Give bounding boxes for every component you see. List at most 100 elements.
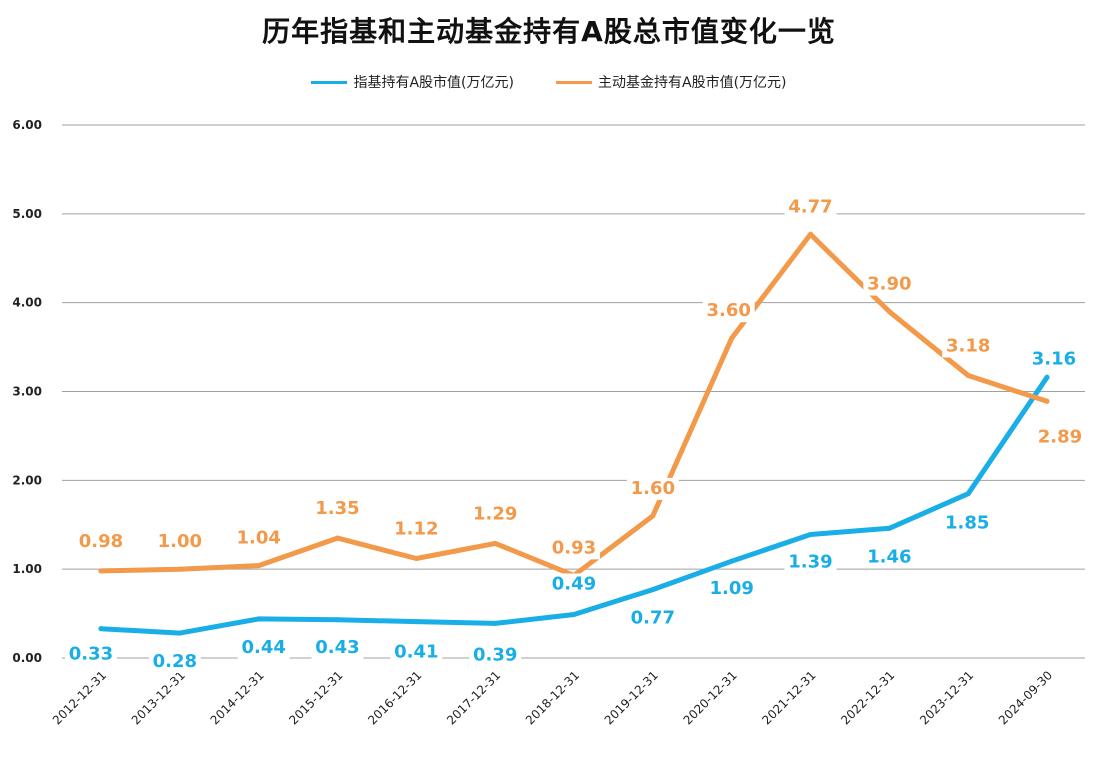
data-label: 0.39 [473, 644, 517, 665]
data-point [650, 587, 656, 593]
y-tick-label: 1.00 [12, 562, 42, 576]
x-tick-label: 2022-12-31 [838, 668, 897, 727]
data-point [492, 540, 498, 546]
data-label: 0.77 [631, 608, 675, 629]
legend-swatch-index [311, 80, 348, 84]
data-label: 1.46 [867, 546, 911, 567]
data-label: 1.29 [473, 503, 517, 524]
data-label-bg [1028, 348, 1080, 371]
data-label-bg [548, 537, 600, 560]
data-label: 1.39 [788, 552, 832, 573]
data-label-bg [784, 196, 837, 219]
legend: 指基持有A股市值(万亿元) 主动基金持有A股市值(万亿元) [0, 72, 1098, 92]
x-tick-label: 2015-12-31 [286, 668, 345, 727]
grid-lines [62, 124, 1085, 659]
y-tick-label: 5.00 [12, 207, 42, 221]
x-tick-label: 2024-09-30 [996, 668, 1055, 727]
data-label-bg [469, 503, 522, 526]
x-tick-label: 2023-12-31 [917, 668, 976, 727]
data-label-bg [469, 644, 522, 667]
data-point [808, 532, 813, 538]
x-tick-label: 2012-12-31 [50, 668, 109, 727]
x-tick-label: 2014-12-31 [208, 668, 267, 727]
y-tick-label: 0.00 [12, 651, 42, 665]
data-label: 3.16 [1032, 348, 1076, 369]
data-label-bg [1034, 426, 1086, 449]
data-label-bg [390, 518, 443, 541]
data-point [256, 563, 262, 569]
data-label-bg [942, 335, 995, 358]
legend-label-index: 指基持有A股市值(万亿元) [353, 75, 514, 91]
data-label: 0.93 [552, 537, 596, 558]
legend-item-index: 指基持有A股市值(万亿元) [311, 72, 514, 92]
data-label-bg [237, 636, 290, 659]
data-label: 0.41 [394, 642, 438, 663]
data-point [965, 373, 971, 379]
data-point [729, 558, 735, 564]
data-label: 1.85 [945, 513, 989, 534]
x-tick-label: 2019-12-31 [602, 668, 661, 727]
data-label: 1.12 [394, 519, 438, 540]
data-label-bg [863, 273, 916, 296]
data-point [886, 309, 892, 315]
data-label-bg [626, 607, 679, 630]
data-label: 0.43 [315, 637, 359, 658]
data-point [256, 616, 262, 622]
data-label: 3.18 [946, 336, 990, 357]
data-label: 0.33 [69, 644, 113, 665]
data-point [413, 619, 419, 625]
data-point [335, 535, 340, 541]
x-tick-label: 2016-12-31 [365, 668, 424, 727]
data-label-bg [702, 300, 755, 323]
legend-item-active: 主动基金持有A股市值(万亿元) [556, 72, 787, 92]
data-label: 3.90 [867, 274, 911, 295]
data-point [650, 513, 656, 519]
data-point [98, 568, 104, 574]
data-point [413, 556, 419, 562]
data-point [177, 566, 183, 572]
data-point [1044, 374, 1050, 380]
chart-title: 历年指基和主动基金持有A股总市值变化一览 [262, 15, 836, 48]
legend-swatch-active [556, 80, 592, 84]
data-point [886, 525, 892, 531]
data-point [1044, 398, 1050, 404]
data-label-bg [311, 636, 364, 659]
data-label-bg [863, 546, 916, 569]
data-label: 1.04 [236, 528, 280, 549]
x-tick-label: 2020-12-31 [681, 668, 740, 727]
data-label-bg [311, 498, 364, 521]
x-tick-label: 2021-12-31 [759, 668, 818, 727]
data-point [335, 617, 340, 623]
data-label-bg [626, 477, 679, 500]
data-label: 1.09 [709, 578, 753, 599]
data-label-bg [705, 578, 758, 601]
data-label: 0.49 [552, 573, 596, 594]
data-label: 0.44 [241, 637, 285, 658]
data-label-bg [784, 551, 837, 574]
legend-label-active: 主动基金持有A股市值(万亿元) [598, 75, 787, 91]
data-label: 4.77 [788, 196, 832, 217]
data-point [808, 231, 813, 237]
data-point [177, 630, 183, 636]
y-axis: 0.00 1.00 2.00 3.00 4.00 5.00 6.00 [12, 118, 42, 665]
data-point [492, 620, 498, 626]
data-label-bg [153, 531, 206, 554]
data-label-bg [390, 641, 443, 664]
data-label: 0.28 [153, 651, 197, 672]
data-label: 1.00 [158, 531, 202, 552]
x-axis: 2012-12-31 2013-12-31 2014-12-31 2015-12-31… [50, 668, 1055, 727]
data-label: 3.60 [706, 300, 750, 321]
x-tick-label: 2017-12-31 [444, 668, 503, 727]
data-label-bg [941, 512, 994, 535]
data-label-bg [75, 530, 127, 553]
data-label-bg [148, 651, 201, 674]
x-tick-label: 2018-12-31 [523, 668, 582, 727]
data-label-bg [548, 573, 600, 596]
data-point [571, 611, 577, 617]
data-point [965, 491, 971, 497]
y-tick-label: 4.00 [12, 296, 42, 310]
data-point [729, 335, 735, 341]
x-tick-label: 2013-12-31 [129, 668, 188, 727]
y-tick-label: 2.00 [12, 473, 42, 487]
